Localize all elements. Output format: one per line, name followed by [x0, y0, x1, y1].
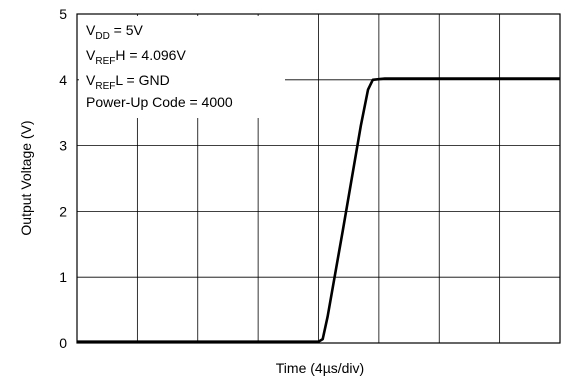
y-tick-label: 1	[59, 269, 67, 285]
annotation-vrefh: VREFH = 4.096V	[86, 47, 186, 67]
y-tick-label: 4	[59, 72, 67, 88]
annotation-vdd: VDD = 5V	[86, 22, 144, 42]
annotation-power-up-code: Power-Up Code = 4000	[86, 94, 233, 110]
y-tick-label: 0	[59, 335, 67, 351]
output-voltage-line	[77, 77, 560, 343]
annotation-vrefl: VREFL = GND	[86, 72, 170, 92]
y-axis-title: Output Voltage (V)	[18, 120, 34, 235]
x-axis-title: Time (4µs/div)	[276, 360, 364, 376]
y-tick-labels: 0 1 2 3 4 5	[59, 6, 67, 351]
annotation-background	[79, 16, 285, 118]
plot-frame	[76, 13, 561, 344]
annotation-box: VDD = 5V VREFH = 4.096V VREFL = GND Powe…	[79, 16, 285, 118]
y-tick-label: 3	[59, 138, 67, 154]
y-tick-label: 5	[59, 6, 67, 22]
y-tick-label: 2	[59, 203, 67, 219]
